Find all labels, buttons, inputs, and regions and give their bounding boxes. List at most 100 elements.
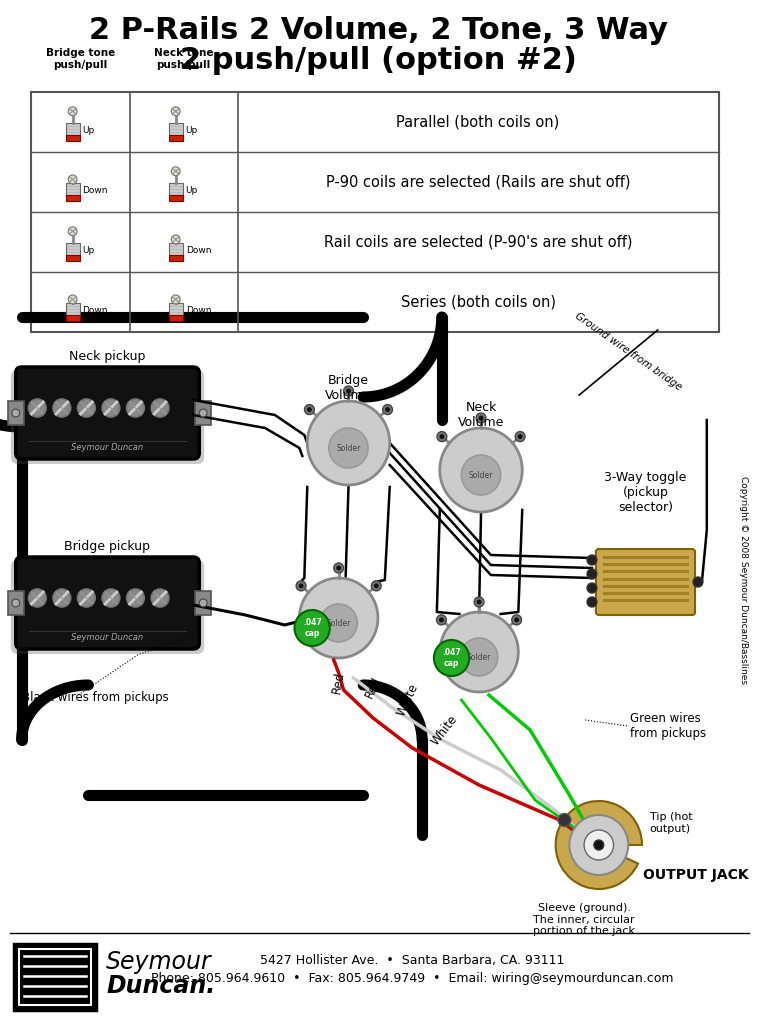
Circle shape <box>512 615 522 624</box>
Text: Phone: 805.964.9610  •  Fax: 805.964.9749  •  Email: wiring@seymourduncan.com: Phone: 805.964.9610 • Fax: 805.964.9749 … <box>151 971 673 984</box>
Circle shape <box>127 399 145 417</box>
Bar <box>196 401 211 425</box>
Text: Solder: Solder <box>336 443 361 453</box>
Circle shape <box>102 589 120 607</box>
Circle shape <box>440 428 523 512</box>
Text: Sleeve (ground).
The inner, circular
portion of the jack: Sleeve (ground). The inner, circular por… <box>533 903 635 937</box>
Circle shape <box>77 589 95 607</box>
Circle shape <box>514 617 519 622</box>
Bar <box>66 195 80 201</box>
Circle shape <box>587 597 597 607</box>
Circle shape <box>68 175 77 184</box>
Circle shape <box>68 107 77 116</box>
Circle shape <box>440 434 444 439</box>
Text: Bridge tone
push/pull: Bridge tone push/pull <box>46 49 115 70</box>
Circle shape <box>478 416 483 420</box>
Circle shape <box>434 640 469 676</box>
Text: Ground wire from bridge: Ground wire from bridge <box>573 311 683 393</box>
Bar <box>66 135 80 141</box>
Text: Seymour Duncan: Seymour Duncan <box>71 633 144 642</box>
Circle shape <box>68 227 77 236</box>
Text: White: White <box>429 713 461 747</box>
Circle shape <box>587 569 597 579</box>
Bar <box>66 315 80 321</box>
Text: Tip (hot
output): Tip (hot output) <box>650 813 693 834</box>
Text: Seymour: Seymour <box>106 950 212 974</box>
Bar <box>169 315 182 321</box>
FancyBboxPatch shape <box>11 560 204 654</box>
Circle shape <box>172 107 180 116</box>
Text: Neck tone
push/pull: Neck tone push/pull <box>154 49 213 70</box>
Text: 2 P-Rails 2 Volume, 2 Tone, 3 Way: 2 P-Rails 2 Volume, 2 Tone, 3 Way <box>90 15 669 45</box>
Circle shape <box>439 617 444 622</box>
Circle shape <box>518 434 523 439</box>
Circle shape <box>295 610 330 646</box>
Circle shape <box>307 407 312 412</box>
Text: Up: Up <box>186 126 198 135</box>
Circle shape <box>558 814 570 827</box>
Text: Series (both coils on): Series (both coils on) <box>400 295 556 309</box>
Circle shape <box>587 555 597 565</box>
Text: Down: Down <box>186 306 211 315</box>
FancyBboxPatch shape <box>15 557 199 649</box>
FancyBboxPatch shape <box>596 549 695 615</box>
Circle shape <box>474 597 484 607</box>
Circle shape <box>298 584 304 589</box>
Circle shape <box>334 563 343 573</box>
Text: Neck
Volume: Neck Volume <box>458 401 504 429</box>
Text: OUTPUT JACK: OUTPUT JACK <box>643 868 748 882</box>
Circle shape <box>68 295 77 304</box>
Circle shape <box>477 599 482 604</box>
Bar <box>66 243 80 255</box>
Text: Red: Red <box>363 674 383 700</box>
Circle shape <box>102 399 120 417</box>
Circle shape <box>570 815 628 875</box>
Text: Neck pickup: Neck pickup <box>70 350 145 363</box>
Circle shape <box>516 431 525 441</box>
Bar <box>19 949 91 1005</box>
Circle shape <box>307 401 390 485</box>
Circle shape <box>199 409 207 417</box>
Text: Rail coils are selected (P-90's are shut off): Rail coils are selected (P-90's are shut… <box>324 235 632 249</box>
Circle shape <box>371 581 381 591</box>
Circle shape <box>329 428 368 468</box>
Text: Bridge
Volume: Bridge Volume <box>325 374 372 402</box>
Circle shape <box>299 578 378 658</box>
Bar <box>66 255 80 261</box>
Bar <box>66 303 80 315</box>
FancyBboxPatch shape <box>15 367 199 459</box>
Bar <box>169 243 182 255</box>
Text: Green wires
from pickups: Green wires from pickups <box>630 712 707 740</box>
Circle shape <box>693 577 703 587</box>
Circle shape <box>12 599 19 607</box>
Circle shape <box>172 235 180 244</box>
Circle shape <box>172 167 180 176</box>
Text: Solder: Solder <box>467 653 491 661</box>
Bar <box>169 255 182 261</box>
Text: P-90 coils are selected (Rails are shut off): P-90 coils are selected (Rails are shut … <box>326 175 630 189</box>
Bar <box>169 303 182 315</box>
Circle shape <box>383 405 393 415</box>
Circle shape <box>461 455 501 495</box>
Text: .047
cap: .047 cap <box>303 618 322 638</box>
Bar <box>66 183 80 195</box>
Wedge shape <box>556 801 642 889</box>
Circle shape <box>437 431 447 441</box>
Circle shape <box>152 589 169 607</box>
Circle shape <box>584 830 614 860</box>
Circle shape <box>437 615 446 624</box>
Circle shape <box>346 388 351 394</box>
Text: Down: Down <box>83 186 108 195</box>
Text: 3-Way toggle
(pickup
selector): 3-Way toggle (pickup selector) <box>604 471 686 514</box>
Bar <box>14 944 96 1010</box>
Text: 5427 Hollister Ave.  •  Santa Barbara, CA. 93111: 5427 Hollister Ave. • Santa Barbara, CA.… <box>260 954 564 966</box>
Circle shape <box>587 583 597 593</box>
Bar <box>169 195 182 201</box>
Text: .047
cap: .047 cap <box>442 648 461 668</box>
Text: Copyright © 2008 Seymour Duncan/Basslines: Copyright © 2008 Seymour Duncan/Bassline… <box>739 476 747 684</box>
Circle shape <box>440 612 519 692</box>
Text: Parallel (both coils on): Parallel (both coils on) <box>397 115 560 129</box>
Text: Up: Up <box>83 246 95 255</box>
Circle shape <box>461 638 498 676</box>
Text: Bridge pickup: Bridge pickup <box>64 540 151 553</box>
